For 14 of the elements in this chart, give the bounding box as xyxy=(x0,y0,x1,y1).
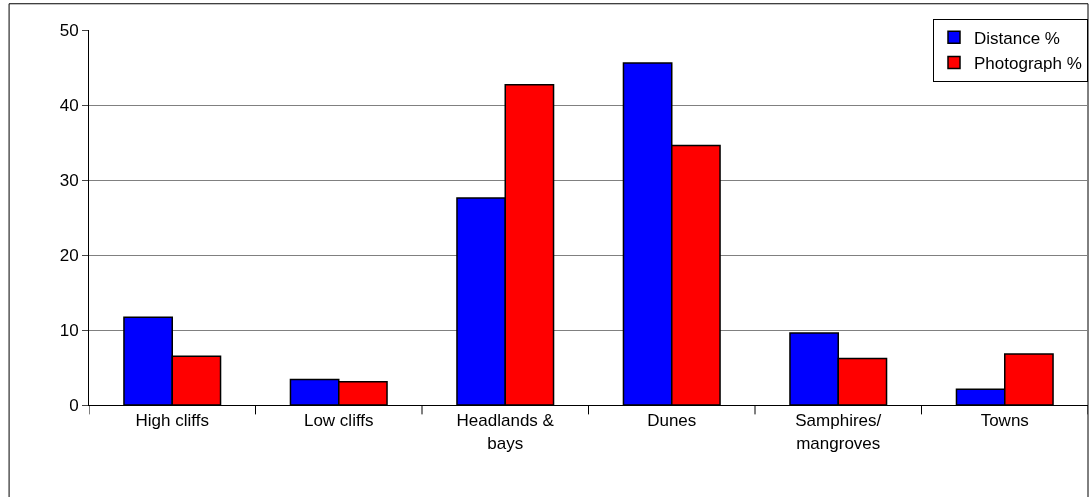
y-tick-label: 10 xyxy=(59,320,79,340)
x-tick-label: High cliffs xyxy=(135,411,209,431)
legend-label: Photograph % xyxy=(974,54,1082,74)
x-tick-label: Headlands & bays xyxy=(456,411,555,453)
x-tick-label: Towns xyxy=(980,411,1029,431)
x-tick-label: Low cliffs xyxy=(303,411,374,431)
x-tick-label: Dunes xyxy=(647,411,697,431)
x-tick-label: Samphires/ mangroves xyxy=(795,411,882,453)
y-tick-label: 0 xyxy=(69,395,79,415)
y-tick-label: 50 xyxy=(59,20,79,40)
legend-label: Distance % xyxy=(974,28,1060,48)
y-tick-label: 20 xyxy=(59,245,79,265)
y-tick-label: 40 xyxy=(59,95,79,115)
y-tick-label: 30 xyxy=(59,170,79,190)
